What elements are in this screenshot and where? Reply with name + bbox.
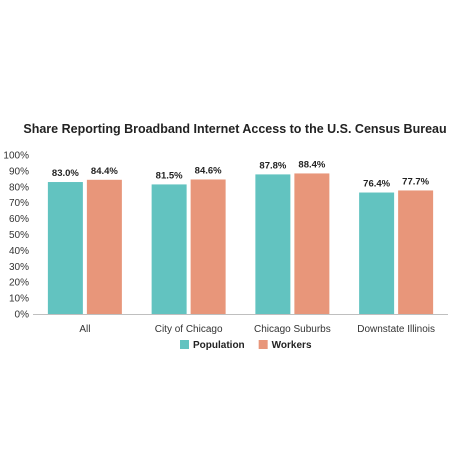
bar-population-3 [359,192,395,314]
data-label: 84.6% [195,165,222,176]
y-tick-label: 10% [9,294,29,305]
legend-label: Workers [272,340,312,351]
x-tick-label: Chicago Suburbs [254,324,331,335]
x-axis: All City of Chicago Chicago Suburbs Downsta… [33,314,448,335]
data-label: 76.4% [363,179,390,190]
bar-population-1 [151,184,187,314]
y-tick-label: 100% [3,151,29,162]
y-tick-label: 20% [9,278,29,289]
legend-swatch [180,340,189,349]
bar-workers-1 [190,179,226,314]
legend: Population Workers [180,340,312,351]
y-tick-label: 30% [9,262,29,273]
y-tick-label: 50% [9,230,29,241]
chart-title: Share Reporting Broadband Internet Acces… [23,122,446,136]
data-label: 83.0% [52,168,79,179]
x-tick-label: All [79,324,90,335]
data-label: 81.5% [156,170,183,181]
y-axis: 0% 10% 20% 30% 40% 50% 60% 70% 80% 90% 100% [3,151,29,321]
bar-workers-3 [398,190,434,314]
y-tick-label: 40% [9,246,29,257]
y-tick-label: 80% [9,182,29,193]
x-tick-label: City of Chicago [155,324,223,335]
y-tick-label: 70% [9,198,29,209]
data-label: 88.4% [298,159,325,170]
y-tick-label: 90% [9,166,29,177]
bar-workers-0 [86,179,122,314]
data-label: 87.8% [259,160,286,171]
bar-workers-2 [294,173,330,314]
legend-label: Population [193,340,245,351]
bar-population-2 [255,174,291,314]
legend-swatch [258,340,268,349]
data-label: 84.4% [91,166,118,177]
bar-population-0 [47,182,83,314]
y-tick-label: 60% [9,214,29,225]
y-tick-label: 0% [15,310,30,321]
bars: 83.0% 84.4% 81.5% 84.6% 87.8% 88.4% 76.4% 77.7% [47,159,434,314]
x-tick-label: Downstate Illinois [357,324,435,335]
data-label: 77.7% [402,176,429,187]
